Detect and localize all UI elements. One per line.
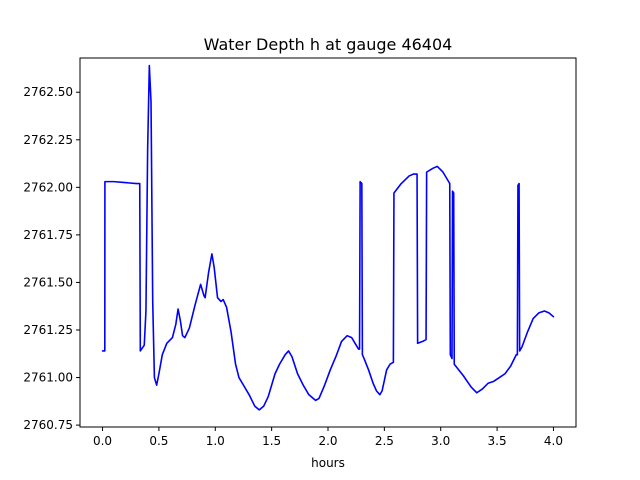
- y-tick-label: 2762.50: [23, 85, 73, 99]
- y-tick-label: 2761.00: [23, 371, 73, 385]
- y-axis-ticks: 2760.75 2761.00 2761.25 2761.50 2761.75 2762.…: [23, 85, 80, 432]
- x-tick-label: 2.5: [375, 434, 394, 448]
- x-tick-label: 1.5: [262, 434, 281, 448]
- y-tick-label: 2761.50: [23, 275, 73, 289]
- x-tick-label: 4.0: [544, 434, 563, 448]
- x-tick-label: 0.0: [93, 434, 112, 448]
- x-tick-label: 2.0: [318, 434, 337, 448]
- series-line: [101, 64, 555, 411]
- x-tick-label: 3.0: [431, 434, 450, 448]
- plot-area: [101, 64, 555, 411]
- x-tick-label: 0.5: [149, 434, 168, 448]
- x-axis-label: hours: [311, 456, 345, 470]
- y-tick-label: 2762.00: [23, 180, 73, 194]
- x-axis-ticks: 0.0 0.5 1.0 1.5 2.0 2.5 3.0 3.5 4.0: [93, 427, 563, 448]
- x-tick-label: 3.5: [488, 434, 507, 448]
- axes-frame: [79, 57, 577, 428]
- x-tick-label: 1.0: [206, 434, 225, 448]
- y-tick-label: 2761.75: [23, 228, 73, 242]
- chart-title: Water Depth h at gauge 46404: [204, 35, 453, 54]
- y-tick-label: 2762.25: [23, 133, 73, 147]
- y-tick-label: 2760.75: [23, 418, 73, 432]
- y-tick-label: 2761.25: [23, 323, 73, 337]
